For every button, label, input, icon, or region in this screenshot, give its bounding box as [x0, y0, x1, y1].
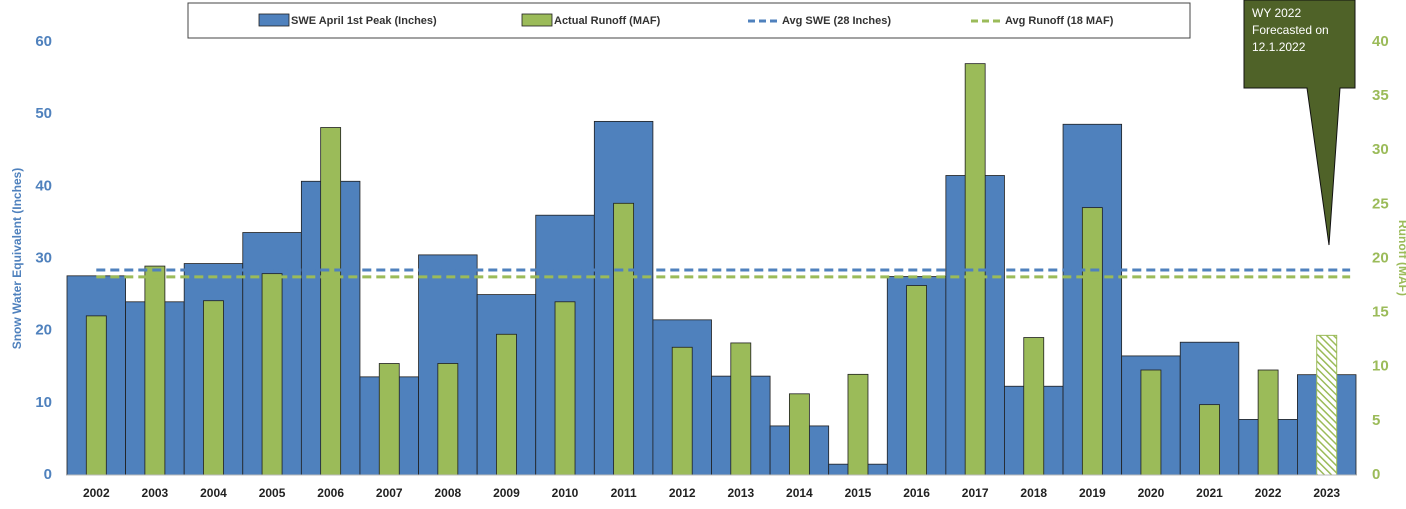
annotation-callout — [1243, 0, 1356, 246]
y2-tick-label: 20 — [1372, 249, 1389, 266]
y-tick-label: 60 — [35, 33, 52, 50]
runoff-bar — [1316, 334, 1338, 476]
runoff-bar — [1257, 369, 1279, 476]
y2-tick-label: 0 — [1372, 466, 1380, 483]
y-tick-label: 50 — [35, 105, 52, 122]
runoff-bar — [437, 363, 459, 476]
x-tick-label: 2017 — [962, 486, 989, 500]
runoff-bar — [554, 301, 576, 476]
y-tick-label: 20 — [35, 322, 52, 339]
legend-label: SWE April 1st Peak (Inches) — [291, 15, 437, 27]
runoff-bar — [85, 315, 107, 476]
y-tick-label: 40 — [35, 177, 52, 194]
runoff-bar — [378, 363, 400, 476]
runoff-bar — [847, 373, 869, 476]
y-tick-label: 10 — [35, 394, 52, 411]
x-tick-label: 2023 — [1313, 486, 1340, 500]
legend-swatch — [258, 13, 290, 27]
x-tick-label: 2022 — [1255, 486, 1282, 500]
y2-tick-label: 15 — [1372, 304, 1389, 321]
x-tick-label: 2013 — [727, 486, 754, 500]
y2-tick-label: 30 — [1372, 141, 1389, 158]
x-tick-label: 2010 — [552, 486, 579, 500]
annotation-text: 12.1.2022 — [1252, 40, 1306, 54]
x-tick-label: 2008 — [434, 486, 461, 500]
x-tick-label: 2002 — [83, 486, 110, 500]
x-tick-label: 2019 — [1079, 486, 1106, 500]
y2-tick-label: 40 — [1372, 33, 1389, 50]
runoff-bar — [671, 346, 693, 476]
legend-box — [187, 2, 1191, 39]
y2-tick-label: 10 — [1372, 358, 1389, 375]
runoff-bar — [144, 265, 166, 476]
x-tick-label: 2012 — [669, 486, 696, 500]
x-tick-label: 2009 — [493, 486, 520, 500]
y2-axis-label: Runoff (MAF) — [1396, 220, 1406, 296]
runoff-bar — [1081, 207, 1103, 476]
x-tick-label: 2011 — [611, 486, 637, 500]
y-tick-label: 0 — [44, 466, 52, 483]
x-tick-label: 2015 — [845, 486, 872, 500]
annotation-text: WY 2022 — [1252, 6, 1301, 20]
y2-tick-label: 35 — [1372, 87, 1389, 104]
x-tick-label: 2006 — [317, 486, 344, 500]
runoff-bar — [320, 127, 342, 476]
x-tick-label: 2004 — [200, 486, 227, 500]
runoff-bar — [1199, 404, 1220, 476]
legend-label: Actual Runoff (MAF) — [554, 15, 661, 27]
x-tick-label: 2020 — [1138, 486, 1165, 500]
x-tick-label: 2016 — [903, 486, 930, 500]
y2-tick-label: 25 — [1372, 195, 1389, 212]
runoff-bar — [788, 393, 810, 476]
legend-swatch — [521, 13, 553, 27]
annotation-text: Forecasted on — [1252, 23, 1329, 37]
legend-label: Avg SWE (28 Inches) — [782, 15, 891, 27]
y-tick-label: 30 — [35, 249, 52, 266]
legend-label: Avg Runoff (18 MAF) — [1005, 15, 1114, 27]
x-tick-label: 2014 — [786, 486, 813, 500]
x-tick-label: 2007 — [376, 486, 403, 500]
x-tick-label: 2018 — [1020, 486, 1047, 500]
runoff-bar — [1140, 369, 1162, 476]
y-axis-label: Snow Water Equivalent (Inches) — [10, 168, 24, 350]
runoff-bar — [613, 202, 635, 476]
x-tick-label: 2021 — [1196, 486, 1223, 500]
runoff-bar — [203, 300, 224, 476]
runoff-bar — [906, 285, 927, 476]
runoff-bar — [261, 273, 283, 476]
runoff-bar — [1023, 337, 1045, 476]
y2-tick-label: 5 — [1372, 412, 1380, 429]
x-tick-label: 2005 — [259, 486, 286, 500]
runoff-bar — [730, 342, 752, 476]
x-tick-label: 2003 — [142, 486, 169, 500]
runoff-bar — [496, 333, 517, 476]
